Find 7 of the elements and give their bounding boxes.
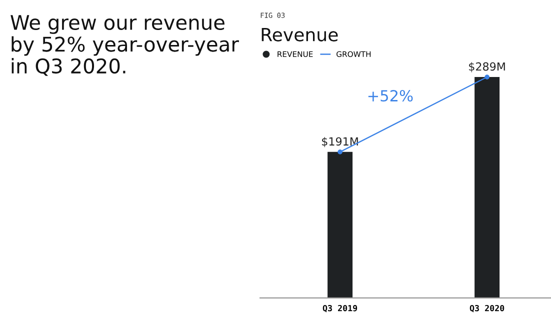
annotation: +52% [368,90,413,102]
x-tick-label: Q3 2020 [470,304,504,312]
chart-title: We grew our revenue by 52% year-over-year in Q3 2020. [10,15,239,76]
chart-subtitle: Revenue [262,28,338,42]
x-tick-label: Q3 2019 [322,304,358,312]
data-label: $191M [322,137,358,148]
data-label: $289M [469,62,505,72]
